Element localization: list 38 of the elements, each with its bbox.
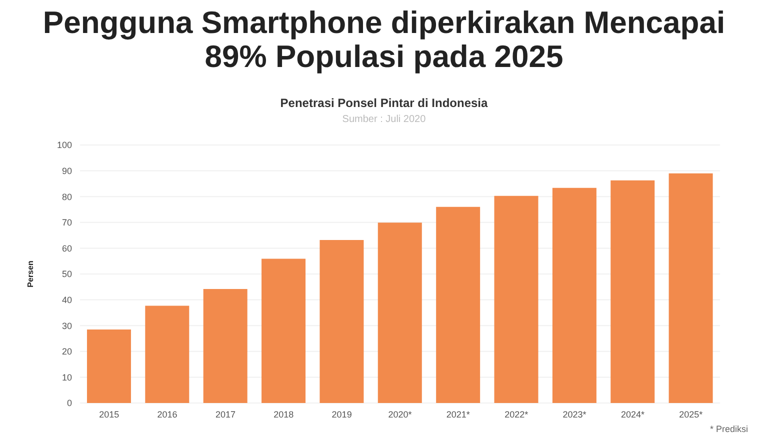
bar xyxy=(436,206,480,403)
bar xyxy=(494,196,538,403)
bar xyxy=(203,288,248,403)
y-tick-label: 50 xyxy=(62,269,72,280)
bar xyxy=(668,173,713,403)
bar xyxy=(320,240,364,403)
y-tick-label: 100 xyxy=(56,140,72,150)
y-tick-label: 20 xyxy=(62,346,72,357)
x-tick-label: 2020* xyxy=(388,409,412,420)
bar xyxy=(378,222,422,403)
y-tick-label: 90 xyxy=(62,166,72,176)
bar xyxy=(262,258,306,403)
chart-title: Pengguna Smartphone diperkirakan Mencapai 89% Populasi pada 2025 xyxy=(42,4,726,76)
y-tick-label: 70 xyxy=(62,218,72,228)
bar xyxy=(145,306,190,403)
chart-subtitle: Penetrasi Ponsel Pintar di Indonesia xyxy=(279,96,489,110)
y-tick-label: 40 xyxy=(62,294,72,305)
y-tick-label: 0 xyxy=(66,398,72,408)
x-tick-label: 2025* xyxy=(679,409,704,420)
x-tick-label: 2022* xyxy=(504,409,529,420)
y-axis-title: Persen xyxy=(26,260,35,288)
x-tick-label: 2015 xyxy=(99,409,120,420)
x-tick-label: 2018 xyxy=(274,409,294,420)
x-tick-label: 2016 xyxy=(157,409,178,420)
bar xyxy=(610,180,655,403)
bar xyxy=(86,329,131,403)
text: Sumber : Juli 2020 xyxy=(341,114,427,125)
y-tick-label: 60 xyxy=(62,243,72,254)
x-tick-label: 2023* xyxy=(562,409,587,420)
y-tick-label: 80 xyxy=(62,192,72,202)
y-tick-label: 10 xyxy=(62,372,72,382)
bar xyxy=(552,188,596,403)
x-tick-label: 2024* xyxy=(620,409,645,420)
x-tick-label: 2017 xyxy=(215,409,236,420)
y-tick-label: 30 xyxy=(62,320,72,331)
x-tick-label: 2021* xyxy=(446,409,470,420)
text: * Prediksi xyxy=(710,424,748,434)
x-tick-label: 2019 xyxy=(332,409,352,420)
